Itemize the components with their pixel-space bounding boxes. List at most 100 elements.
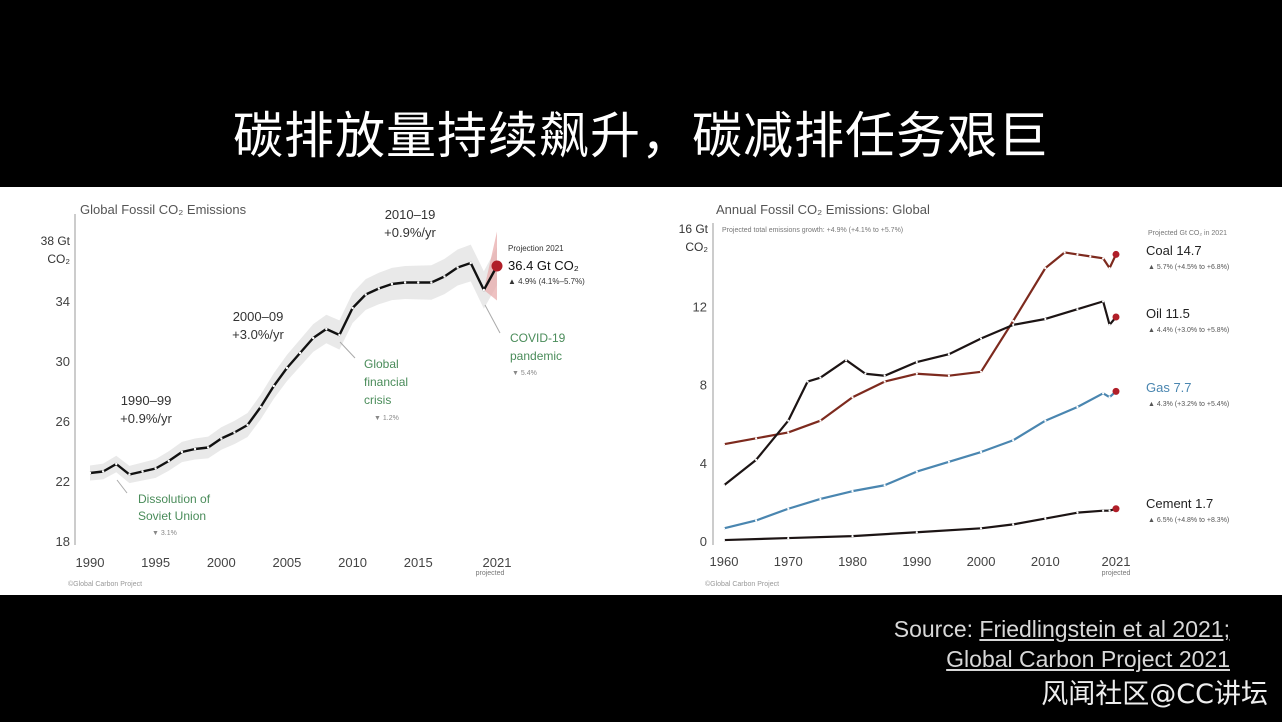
gas-series-point (1076, 405, 1079, 409)
left-x-tick-label: 2005 (272, 555, 301, 570)
coal-series-point (1108, 267, 1111, 270)
left-y-tick-label: 26 (56, 414, 70, 429)
left-x-sublabel: projected (476, 570, 505, 577)
global-emissions-point (128, 473, 131, 476)
covid-leader-line (484, 304, 501, 334)
oil-series-point (1012, 323, 1015, 326)
cement-2021-marker (1112, 505, 1120, 513)
global-emissions-point (311, 336, 315, 340)
oil-legend-note: ▲ 4.4% (+3.0% to +5.8%) (1148, 327, 1229, 334)
global-emissions-point (338, 333, 341, 337)
cement-series-point (915, 531, 918, 534)
cement-legend-label: Cement 1.7 (1146, 496, 1213, 511)
cement-series-line (723, 507, 1117, 542)
right-x-tick-label: 1990 (902, 554, 931, 569)
cement-series-point (1012, 523, 1015, 526)
oil-series-point (819, 376, 822, 379)
projection-note: ▲ 4.9% (4.1%–5.7%) (508, 277, 585, 286)
global-emissions-point (298, 351, 302, 355)
right-x-tick-label: 1960 (710, 554, 739, 569)
oil-series-point (947, 353, 951, 356)
global-emissions-point (364, 293, 367, 296)
left-x-tick-label: 2015 (404, 555, 433, 570)
global-emissions-point (180, 450, 184, 454)
left-y-tick-label: 22 (56, 474, 70, 489)
right-ylabel-1: 16 Gt (679, 222, 709, 236)
global-emissions-point (141, 470, 144, 473)
oil-series-point (1044, 317, 1047, 321)
global-emissions-point (167, 459, 170, 463)
gas-series-point (722, 527, 726, 530)
annotation-gfc-1: Global (364, 357, 399, 371)
oil-series-point (915, 360, 918, 364)
coal-2021-marker (1112, 250, 1120, 258)
source-link-friedlingstein[interactable]: Friedlingstein et al 2021; (979, 616, 1230, 642)
annotation-soviet-2: Soviet Union (138, 509, 206, 523)
left-x-tick-label: 2000 (207, 555, 236, 570)
global-emissions-point (259, 405, 262, 409)
annotation-soviet-change: ▼ 3.1% (152, 530, 177, 537)
coal-series-point (1076, 253, 1079, 256)
global-emissions-point (101, 470, 105, 473)
global-emissions-point (285, 366, 289, 370)
annotation-2000-range: 2000–09 (233, 309, 284, 324)
cement-series-point (979, 527, 983, 530)
left-uncertainty-band (90, 231, 497, 484)
coal-series-point (883, 380, 886, 383)
source-link-gcp[interactable]: Global Carbon Project 2021 (946, 646, 1230, 672)
annotation-covid-1: COVID-19 (510, 331, 566, 345)
coal-series-point (787, 431, 790, 434)
oil-series-point (864, 372, 867, 375)
left-y-tick-label: 30 (56, 354, 70, 369)
oil-series-point (1102, 300, 1105, 303)
gas-series-point (851, 490, 854, 493)
slide-headline: 碳排放量持续飙升，碳减排任务艰巨 (233, 107, 1049, 165)
global-emissions-point (377, 287, 381, 290)
coal-series-point (1063, 251, 1066, 254)
global-emissions-point (443, 275, 446, 278)
right-x-tick-label: 2000 (967, 554, 996, 569)
coal-legend-note: ▲ 5.7% (+4.5% to +6.8%) (1148, 264, 1229, 271)
coal-series-point (1102, 257, 1105, 260)
annotation-gfc-change: ▼ 1.2% (374, 415, 399, 422)
left-x-tick-label: 1995 (141, 555, 170, 570)
left-x-tick-label: 2021 (483, 555, 512, 570)
soviet-leader-line (116, 479, 128, 494)
oil-series-point (806, 380, 809, 383)
coal-series-point (947, 374, 951, 377)
coal-series-point (819, 419, 822, 422)
global-emissions-point (246, 423, 249, 427)
cement-series-point (787, 536, 790, 540)
oil-series-point (979, 337, 983, 340)
annotation-2010-rate: +0.9%/yr (384, 225, 436, 240)
global-emissions-point (469, 261, 472, 265)
right-axes: 0 4 8 12 1960 1970 1980 1990 2000 2010 2021 (693, 223, 1131, 569)
left-credit: ©Global Carbon Project (68, 580, 142, 588)
projection-2021-marker (491, 260, 503, 272)
legend-header: Projected Gt CO₂ in 2021 (1148, 230, 1227, 237)
coal-series-point (851, 396, 854, 399)
global-emissions-point (88, 471, 92, 475)
charts-svg: Global Fossil CO₂ Emissions 38 Gt CO₂ ©G… (41, 202, 1230, 588)
gas-series-point (915, 470, 918, 473)
right-x-tick-label: 1980 (838, 554, 867, 569)
annotation-1990-range: 1990–99 (121, 393, 172, 408)
gfc-leader-line (339, 341, 356, 359)
right-ylabel-2: CO₂ (685, 240, 708, 254)
oil-series-point (1108, 323, 1111, 326)
gas-legend-label: Gas 7.7 (1146, 380, 1192, 395)
gas-series-point (1044, 419, 1047, 422)
left-axes: 18 22 26 30 34 1990 1995 2000 2005 2010 2015 2021 (56, 214, 512, 570)
gas-series-point (819, 497, 822, 501)
right-y-tick-label: 4 (700, 456, 707, 471)
left-ylabel-1: 38 Gt (41, 234, 71, 248)
gas-series-point (787, 507, 790, 510)
right-y-tick-label: 8 (700, 378, 707, 393)
right-x-tick-label: 1970 (774, 554, 803, 569)
annotation-covid-2: pandemic (510, 349, 562, 363)
right-chart-subtitle: Projected total emissions growth: +4.9% … (722, 227, 903, 234)
right-x-tick-label: 2021 (1102, 554, 1131, 569)
left-x-tick-label: 1990 (76, 555, 105, 570)
global-emissions-point (220, 437, 223, 440)
annotation-gfc-2: financial (364, 375, 408, 389)
